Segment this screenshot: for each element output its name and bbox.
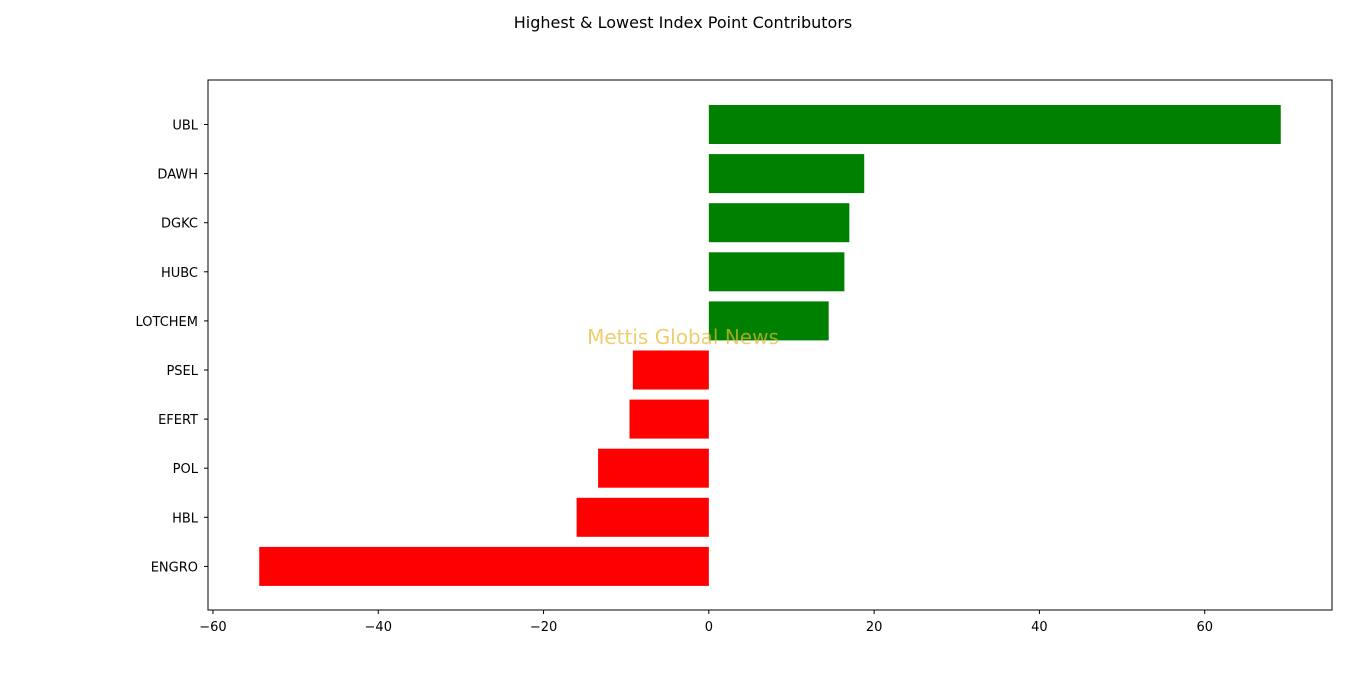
x-tick-label: 0 xyxy=(705,620,713,635)
chart-title: Highest & Lowest Index Point Contributor… xyxy=(514,13,853,32)
y-tick-label-lotchem: LOTCHEM xyxy=(136,315,198,330)
bar-lotchem xyxy=(708,301,829,341)
bar-dawh xyxy=(708,154,865,194)
x-tick-label: 20 xyxy=(866,620,883,635)
x-tick-label: −40 xyxy=(365,620,392,635)
y-tick-label-dgkc: DGKC xyxy=(161,217,198,232)
y-tick-label-hubc: HUBC xyxy=(161,266,198,281)
bar-engro xyxy=(259,546,709,586)
plot-frame xyxy=(207,79,1333,611)
y-tick-label-engro: ENGRO xyxy=(151,560,198,575)
x-tick-label: −60 xyxy=(199,620,226,635)
bar-dgkc xyxy=(708,203,850,243)
y-tick-label-pol: POL xyxy=(173,462,199,477)
x-tick-label: −20 xyxy=(530,620,557,635)
y-axis: UBL DAWH DGKC HUBC LOTCHEM PSEL EFERT POL HBL ENG… xyxy=(136,119,208,575)
x-tick-label: 60 xyxy=(1196,620,1213,635)
bars-group xyxy=(259,105,1281,586)
y-tick-label-hbl: HBL xyxy=(172,511,199,526)
bar-hbl xyxy=(576,497,709,537)
bar-hubc xyxy=(708,252,845,292)
bar-efert xyxy=(629,399,709,439)
y-tick-label-efert: EFERT xyxy=(158,413,198,428)
bar-psel xyxy=(632,350,709,390)
watermark-text: Mettis Global News xyxy=(587,325,779,349)
y-tick-label-dawh: DAWH xyxy=(157,168,198,183)
x-axis: −60 −40 −20 0 20 40 60 xyxy=(199,610,1213,635)
bar-ubl xyxy=(708,105,1281,144)
y-tick-label-psel: PSEL xyxy=(166,364,198,379)
y-tick-label-ubl: UBL xyxy=(172,119,198,134)
x-tick-label: 40 xyxy=(1031,620,1048,635)
bar-pol xyxy=(598,448,709,488)
